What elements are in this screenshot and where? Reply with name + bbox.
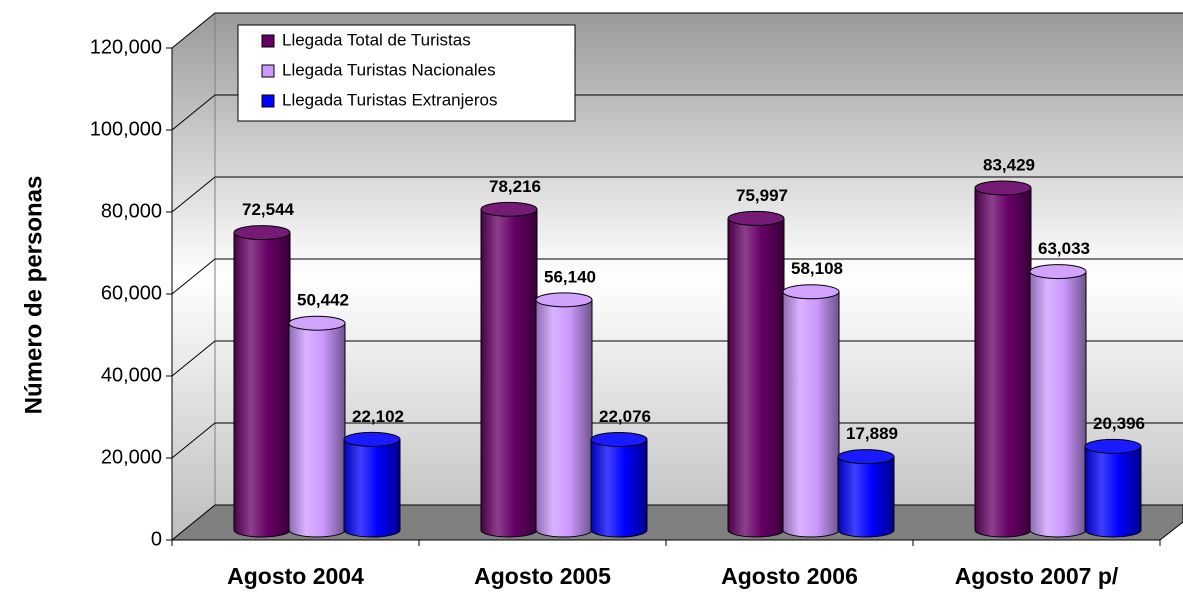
bar-cap: [782, 284, 840, 300]
back-wall: [172, 13, 1183, 540]
legend-label: Llegada Turistas Nacionales: [282, 60, 496, 79]
data-label: 78,216: [489, 177, 541, 196]
grid-line: [171, 258, 1183, 295]
bar: [481, 209, 537, 531]
legend-label: Llegada Turistas Extranjeros: [282, 90, 497, 109]
bar-cap: [727, 210, 785, 226]
bar-cap: [1029, 264, 1087, 280]
data-label: 50,442: [297, 291, 349, 310]
x-tick-label: Agosto 2004: [227, 563, 364, 589]
bar-cap: [480, 201, 538, 217]
x-tick-label: Agosto 2005: [474, 563, 611, 589]
data-label: 20,396: [1093, 414, 1145, 433]
y-tick-label: 60,000: [101, 282, 162, 304]
bar: [536, 299, 592, 530]
bar-cap: [1084, 438, 1142, 454]
bar-cap: [343, 431, 401, 447]
data-label: 75,997: [736, 186, 788, 205]
legend-swatch: [261, 94, 275, 108]
bar: [591, 439, 647, 530]
legend-swatch: [261, 34, 275, 48]
y-tick-label: 20,000: [101, 446, 162, 468]
data-label: 58,108: [791, 259, 843, 278]
legend: Llegada Total de Turistas Llegada Turista…: [237, 24, 576, 122]
bar: [1030, 271, 1086, 530]
grid-line: [171, 176, 1183, 213]
bar: [234, 232, 290, 531]
grid-line: [171, 94, 1183, 131]
bar: [838, 456, 894, 530]
bar-cap: [974, 180, 1032, 196]
grid-line: [171, 12, 1183, 49]
data-label: 17,889: [846, 424, 898, 443]
bar: [344, 439, 400, 530]
y-tick-label: 0: [151, 528, 162, 550]
data-label: 63,033: [1038, 239, 1090, 258]
bar-cap: [288, 315, 346, 331]
y-tick-label: 120,000: [90, 36, 162, 58]
data-label: 56,140: [544, 267, 596, 286]
grid-line: [171, 340, 1183, 377]
data-label: 22,102: [352, 407, 404, 426]
bar: [783, 291, 839, 530]
legend-swatch: [261, 64, 275, 78]
grid-line: [171, 422, 1183, 459]
y-tick-label: 100,000: [90, 118, 162, 140]
data-label: 83,429: [983, 155, 1035, 174]
bar-cap: [837, 449, 895, 465]
bar-cap: [590, 431, 648, 447]
x-tick-label: Agosto 2006: [721, 563, 858, 589]
data-label: 22,076: [599, 407, 651, 426]
y-axis-title: Número de personas: [20, 176, 47, 415]
legend-label: Llegada Total de Turistas: [282, 30, 471, 49]
data-label: 72,544: [242, 200, 295, 219]
legend-box: [237, 24, 576, 122]
bar-cap: [535, 292, 593, 308]
bar: [728, 218, 784, 530]
x-tick-label: Agosto 2007 p/: [955, 563, 1119, 589]
y-tick-label: 40,000: [101, 364, 162, 386]
bar: [289, 323, 345, 530]
bar: [975, 187, 1031, 530]
bar-cap: [233, 225, 291, 241]
bar: [1085, 446, 1141, 530]
y-tick-label: 80,000: [101, 200, 162, 222]
